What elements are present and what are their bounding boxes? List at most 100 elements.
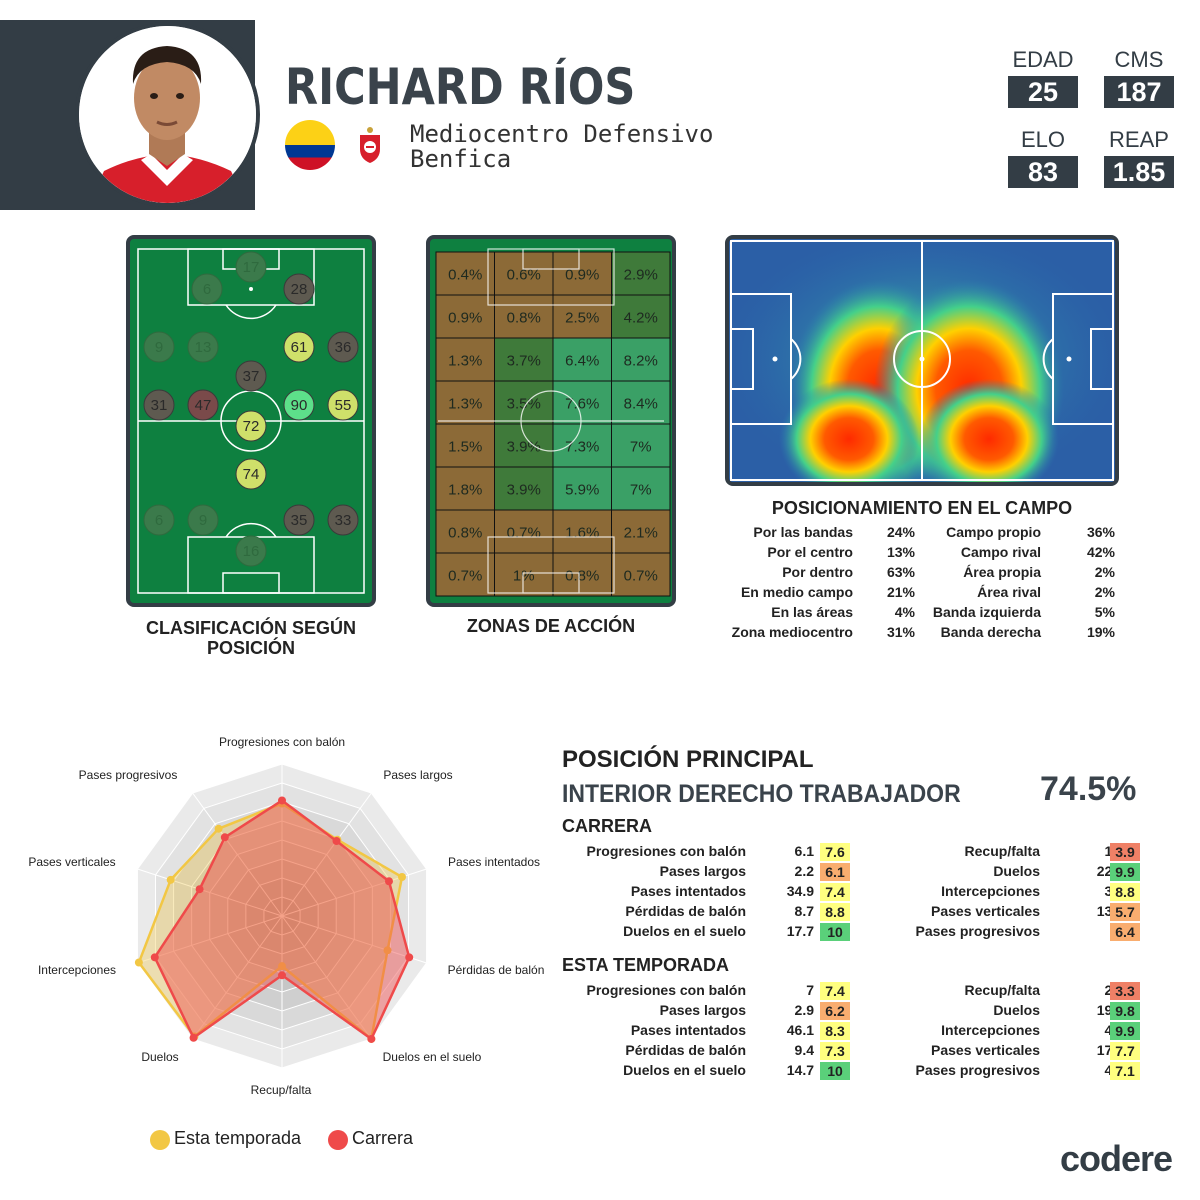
metric-row: Duelos en el suelo 14.7 10 [560, 1062, 850, 1082]
radar-chart: Progresiones con balón Pases largos Pases … [28, 735, 545, 1097]
row-value: 19% [1086, 624, 1115, 640]
radar-axis-label: Progresiones con balón [219, 735, 345, 749]
metric-row: Pases progresivos46.4 [870, 923, 1160, 943]
zone-value: 4.2% [624, 310, 658, 327]
heatmap-caption: POSICIONAMIENTO EN EL CAMPO [771, 498, 1073, 518]
position-rating-value: 31 [151, 397, 168, 414]
position-rating-circle [283, 273, 315, 305]
metric-row: Progresiones con balón 6.1 7.6 [560, 843, 850, 863]
position-rating-circle [327, 331, 359, 363]
zone-value: 3.9% [507, 439, 541, 456]
position-rating-circle [327, 504, 359, 536]
metric-row: Duelos en el suelo 17.7 10 [560, 923, 850, 943]
zone-cell [611, 294, 671, 339]
metric-row: Recup/falta1.83.9 [870, 843, 1160, 863]
zone-value: 1.6% [565, 525, 599, 542]
radar-point [405, 953, 414, 962]
position-rating-value: 16 [243, 543, 260, 560]
table-row: Por el centro 13% Campo rival 42% [730, 544, 1125, 564]
stat-value: 187 [1104, 76, 1174, 108]
metric-row: Pases largos 2.9 6.2 [560, 1002, 850, 1022]
zone-value: 7% [630, 482, 652, 499]
zone-value: 6.4% [565, 353, 599, 370]
zone-value: 8.2% [624, 353, 658, 370]
radar-axis-label: Intercepciones [38, 963, 116, 977]
position-rating-circle [235, 251, 267, 283]
row-label: Campo propio [946, 524, 1041, 540]
legend-season-dot [150, 1130, 170, 1150]
position-rating-value: 47 [195, 397, 212, 414]
zone-value: 1.3% [448, 396, 482, 413]
zone-value: 2.5% [565, 310, 599, 327]
position-rating-value: 61 [291, 339, 308, 356]
zone-value: 7.3% [565, 439, 599, 456]
row-value: 36% [1086, 524, 1115, 540]
metric-rating: 7.4 [820, 883, 850, 901]
colombia-flag-icon [285, 120, 335, 170]
metric-rating: 6.4 [1110, 923, 1140, 941]
zone-cell [611, 466, 671, 511]
radar-axis-label: Duelos [141, 1050, 178, 1064]
metric-label: Pases intentados [630, 883, 746, 899]
radar-point [220, 833, 229, 842]
metric-rating: 8.3 [820, 1022, 850, 1040]
radar-axis-label: Pases intentados [448, 855, 540, 869]
radar-axis-label: Recup/falta [251, 1083, 312, 1097]
row-label: Área rival [977, 584, 1041, 600]
player-name: RICHARD RÍOS [285, 58, 636, 116]
stat-label: REAP [1109, 127, 1169, 152]
position-rating-value: 6 [155, 512, 163, 529]
main-position-pct: 74.5% [1040, 770, 1137, 808]
radar-axis-label: Pérdidas de balón [448, 963, 545, 977]
row-label: En las áreas [771, 604, 853, 620]
zone-cell [611, 423, 671, 468]
radar-axis-line [137, 915, 283, 964]
zone-cell [435, 380, 495, 425]
metric-label: Duelos en el suelo [623, 923, 746, 939]
position-rating-value: 36 [335, 339, 352, 356]
zone-cell [435, 337, 495, 382]
zone-cell [552, 423, 612, 468]
position-rating-circle [283, 504, 315, 536]
heatmap-pitch [725, 235, 1119, 486]
radar-point [278, 962, 286, 971]
zone-value: 0.8% [565, 568, 599, 585]
metric-row: Progresiones con balón 7 7.4 [560, 982, 850, 1002]
zone-value: 1.8% [448, 482, 482, 499]
metric-rating: 7.7 [1110, 1042, 1140, 1060]
player-club: Benfica [410, 145, 512, 173]
row-value: 5% [1094, 604, 1115, 620]
radar-point [384, 877, 393, 886]
metric-value: 2.2 [794, 863, 814, 879]
metric-rating: 8.8 [820, 903, 850, 921]
metric-rating: 7.6 [820, 843, 850, 861]
radar-point [278, 971, 286, 980]
radar-point [150, 953, 159, 962]
zone-value: 7% [630, 439, 652, 456]
stat-value: 83 [1008, 156, 1078, 188]
stat-label: ELO [1020, 127, 1066, 152]
metric-row: Recup/falta2.13.3 [870, 982, 1160, 1002]
row-value: 31% [886, 624, 915, 640]
zone-value: 8.4% [624, 396, 658, 413]
table-row: Por las bandas 24% Campo propio 36% [730, 524, 1125, 544]
metric-label: Duelos en el suelo [623, 1062, 746, 1078]
position-rating-value: 13 [195, 339, 212, 356]
season-title: ESTA TEMPORADA [562, 955, 730, 975]
zone-value: 1% [513, 568, 535, 585]
metric-rating: 9.9 [1110, 863, 1140, 881]
metric-label: Pases verticales [931, 903, 1040, 919]
radar-axis-line [192, 792, 283, 917]
position-rating-circle [143, 389, 175, 421]
metric-label: Pérdidas de balón [625, 903, 746, 919]
zone-value: 0.4% [448, 267, 482, 284]
metric-row: Pases verticales17.77.7 [870, 1042, 1160, 1062]
row-value: 2% [1094, 564, 1115, 580]
radar-point [189, 1033, 198, 1042]
zone-cell [611, 337, 671, 382]
zone-value: 1.3% [448, 353, 482, 370]
position-rating-value: 9 [199, 512, 207, 529]
row-label: Banda izquierda [932, 604, 1041, 620]
zone-cell [611, 251, 671, 296]
metric-row: Pases verticales13.55.7 [870, 903, 1160, 923]
